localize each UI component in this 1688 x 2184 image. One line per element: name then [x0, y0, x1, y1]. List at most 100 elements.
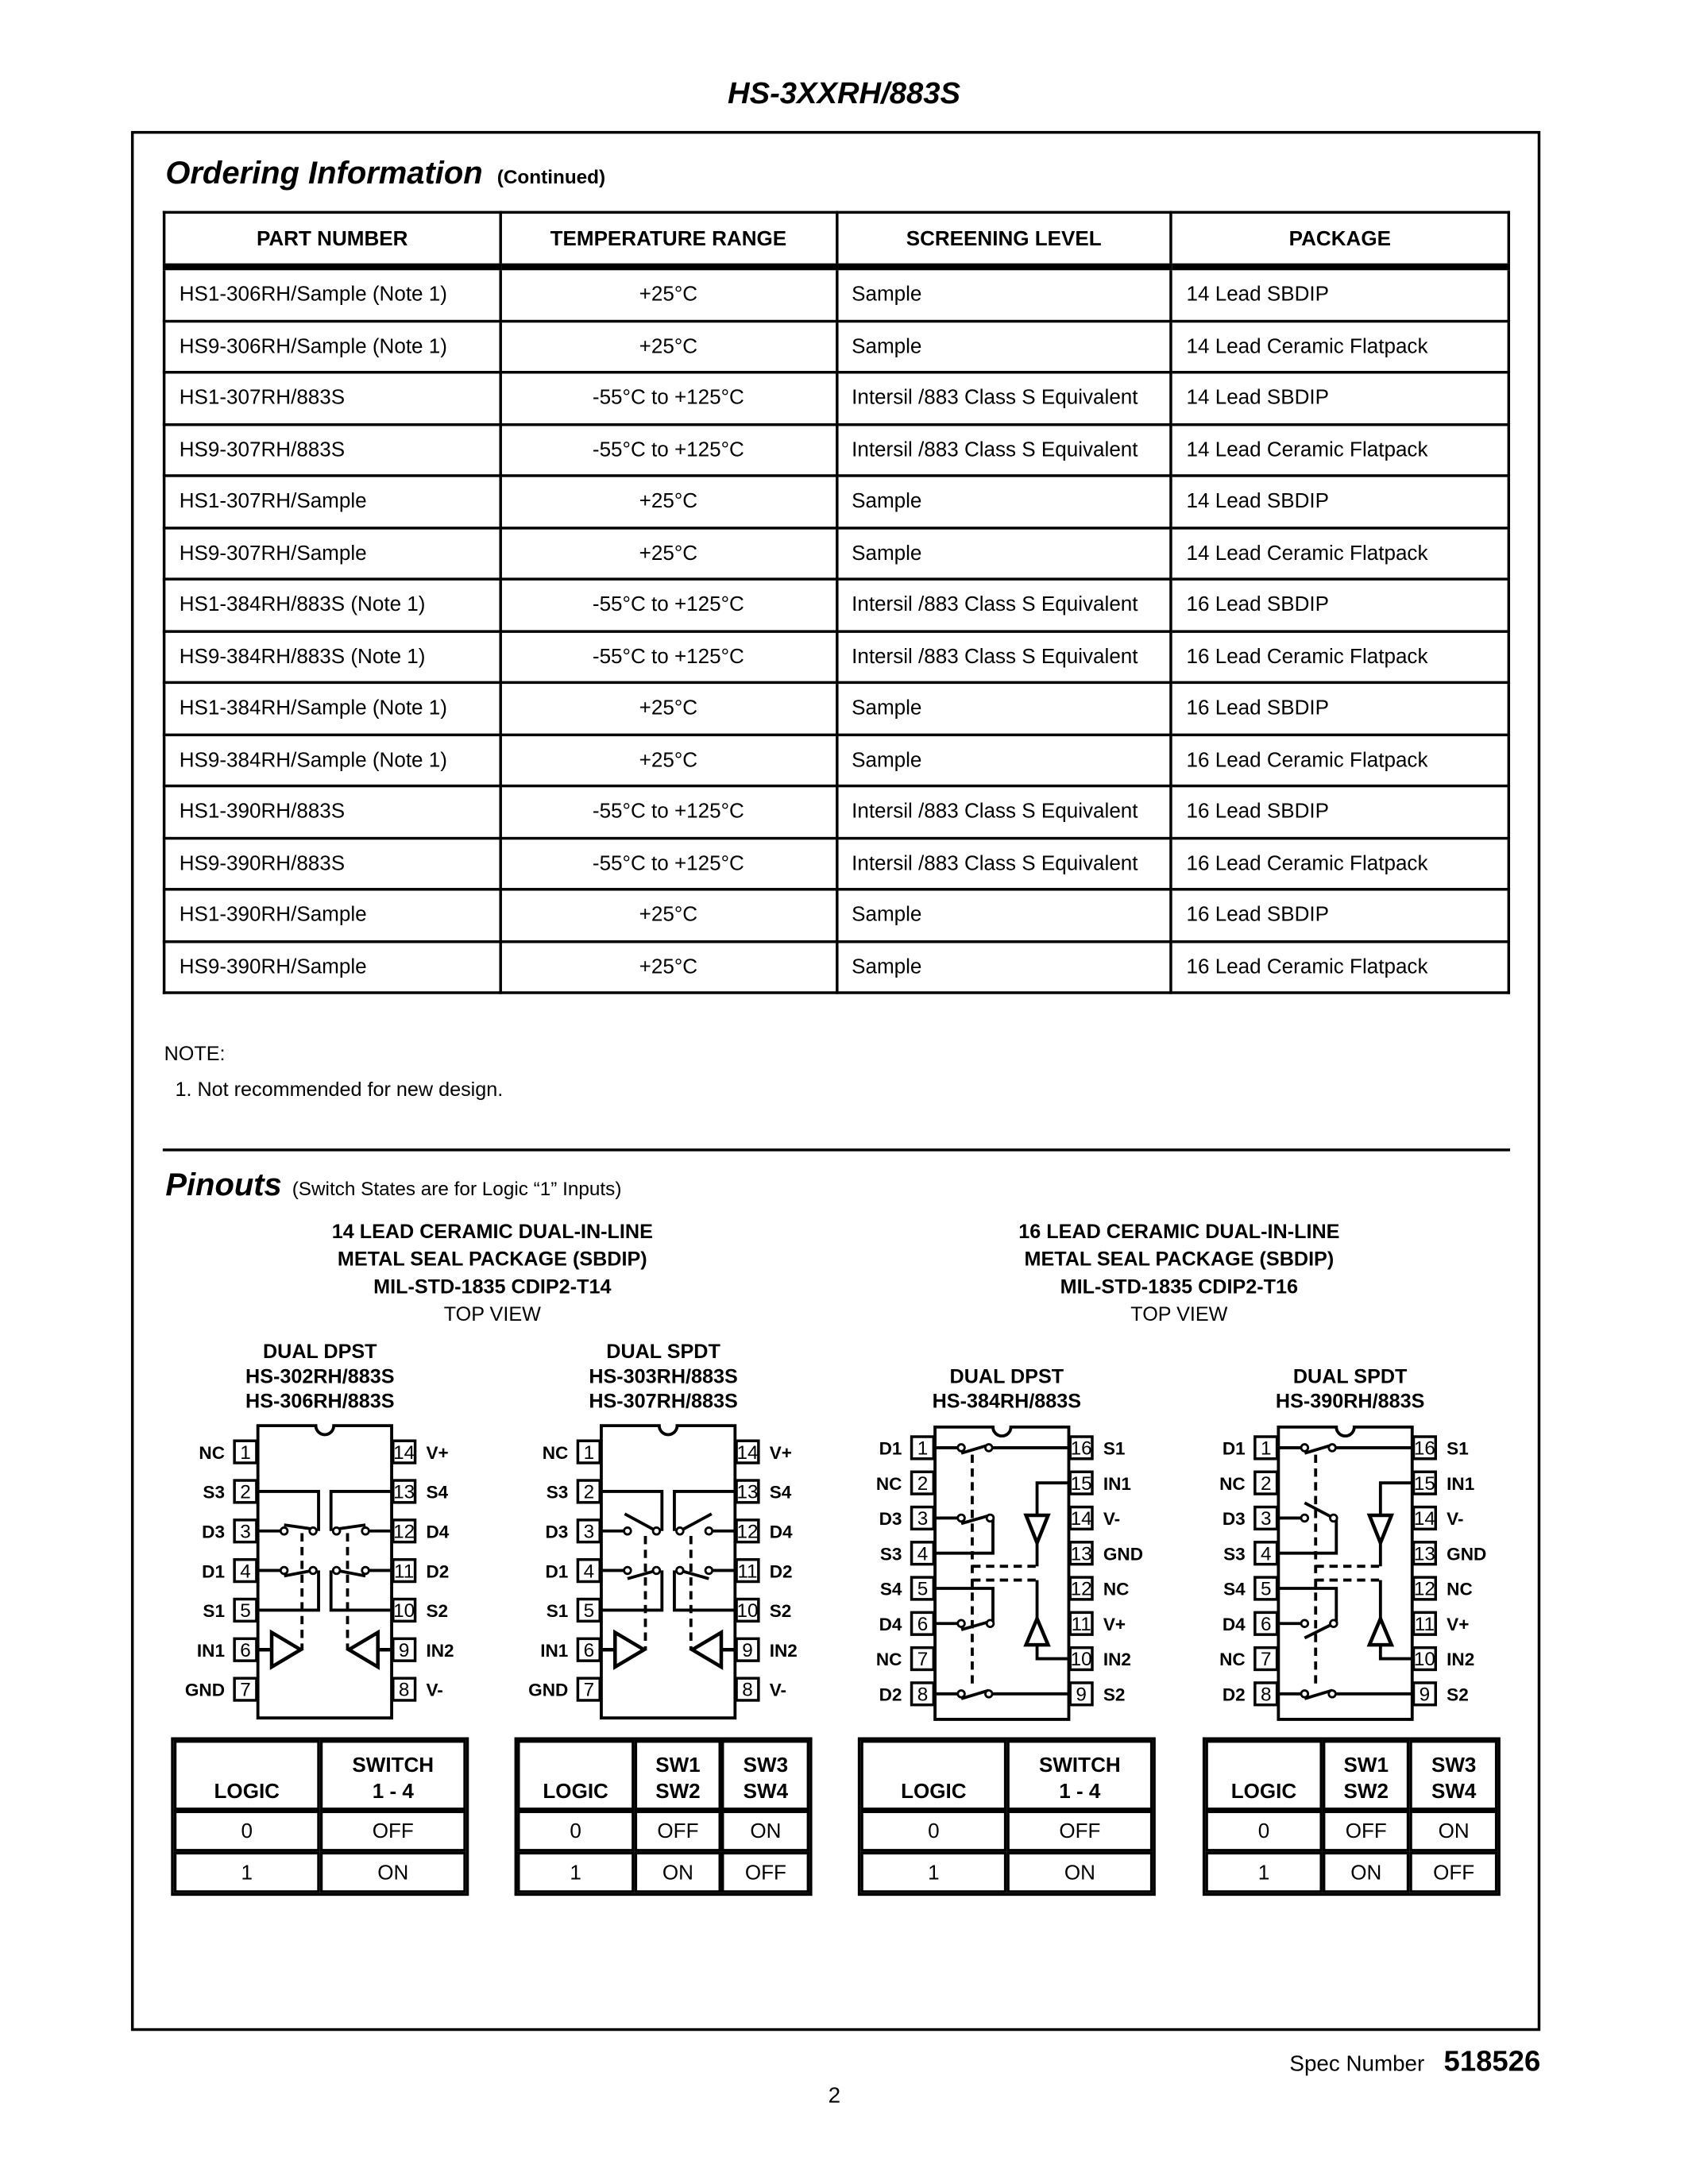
truth-table-row: 0 OFF ON [517, 1810, 810, 1852]
pin-12: 12 NC [1068, 1576, 1129, 1601]
temperature-range: -55°C to +125°C [499, 423, 838, 477]
pin-label: S3 [880, 1544, 902, 1564]
logic-header: LOGIC [517, 1739, 635, 1811]
screening-level: Sample [835, 940, 1173, 994]
pin-4: 4 S3 [1223, 1541, 1279, 1566]
pinouts-heading: Pinouts (Switch States are for Logic “1”… [165, 1167, 621, 1204]
package-line: 16 LEAD CERAMIC DUAL-IN-LINE [1018, 1221, 1340, 1244]
pin-number: 9 [742, 1640, 753, 1661]
package-line: TOP VIEW [1130, 1304, 1228, 1327]
device-part: HS-302RH/883S [245, 1366, 395, 1389]
pin-number: 4 [240, 1561, 251, 1582]
truth-table-header: LOGIC SW1 SW2 SW3 SW4 [517, 1739, 810, 1811]
part-number: HS9-390RH/Sample [162, 940, 502, 994]
pin-14: 14 V- [1068, 1505, 1120, 1531]
screening-level: Intersil /883 Class S Equivalent [835, 629, 1173, 685]
pin-1: 1 NC [543, 1439, 601, 1464]
pin-8: 8 D2 [879, 1681, 936, 1707]
screening-level: Sample [835, 318, 1173, 374]
temperature-range: -55°C to +125°C [499, 629, 838, 685]
pin-8: 8 D2 [1223, 1681, 1279, 1707]
device-part: HS-384RH/883S [932, 1391, 1082, 1414]
document-title: HS-3XXRH/883S [728, 75, 960, 110]
pin-3: 3 D3 [202, 1518, 258, 1544]
pin-label: D4 [879, 1615, 902, 1634]
part-number: HS9-390RH/883S [162, 835, 502, 891]
pin-label: NC [1447, 1580, 1473, 1599]
pin-number: 15 [1414, 1473, 1435, 1495]
truth-table-row: 1 ON [860, 1851, 1153, 1893]
pin-number: 4 [917, 1543, 929, 1565]
pin-number: 16 [1414, 1438, 1435, 1460]
truth-table-row: 1 ON OFF [1205, 1851, 1498, 1893]
pin-number: 9 [399, 1640, 410, 1661]
pin-label: D4 [426, 1522, 449, 1542]
pin-label: D2 [426, 1561, 449, 1581]
truth-table-row: 1 ON OFF [517, 1851, 810, 1893]
package: 16 Lead SBDIP [1169, 784, 1511, 839]
device-type: DUAL DPST [949, 1366, 1064, 1389]
pin-number: 13 [1071, 1543, 1092, 1565]
table-row: HS9-390RH/883S -55°C to +125°C Intersil /8… [162, 835, 1511, 891]
pin-number: 13 [1414, 1543, 1435, 1565]
pin-label: D1 [1223, 1439, 1246, 1459]
part-number: HS1-307RH/883S [162, 371, 502, 426]
table-row: HS9-384RH/Sample (Note 1) +25°C Sample 16 L… [162, 732, 1511, 788]
pin-15: 15 IN1 [1412, 1470, 1474, 1495]
truth-table-cell: ON [1409, 1810, 1498, 1852]
pin-16: 16 S1 [1412, 1435, 1469, 1461]
pin-14: 14 V+ [392, 1439, 449, 1464]
pin-2: 2 NC [876, 1470, 936, 1495]
pin-2: 2 S3 [547, 1479, 601, 1504]
pin-number: 5 [917, 1579, 929, 1600]
pin-6: 6 D4 [879, 1611, 936, 1636]
pin-number: 14 [736, 1442, 758, 1464]
pin-5: 5 S1 [547, 1597, 601, 1623]
switch-circuit [935, 1443, 1069, 1700]
part-number: HS1-384RH/883S (Note 1) [162, 577, 502, 632]
column-header: TEMPERATURE RANGE [499, 210, 838, 271]
package: 14 Lead SBDIP [1169, 371, 1511, 426]
package-line: MIL-STD-1835 CDIP2-T16 [1060, 1276, 1299, 1299]
sw34-header: SW3 SW4 [721, 1739, 810, 1811]
table-row: HS1-390RH/883S -55°C to +125°C Intersil /8… [162, 784, 1511, 839]
pin-label: D3 [545, 1522, 568, 1542]
pin-11: 11 V+ [1068, 1611, 1126, 1636]
temperature-range: -55°C to +125°C [499, 577, 838, 632]
package-line: TOP VIEW [443, 1304, 541, 1327]
pin-number: 14 [393, 1442, 415, 1464]
pin-label: D2 [770, 1561, 793, 1581]
pin-11: 11 V+ [1412, 1611, 1469, 1636]
part-number: HS1-390RH/Sample [162, 888, 502, 943]
pin-number: 7 [584, 1680, 595, 1701]
truth-table-cell: OFF [1409, 1851, 1498, 1893]
pin-10: 10 IN2 [1412, 1646, 1474, 1672]
pin-9: 9 IN2 [735, 1637, 798, 1662]
ordering-heading: Ordering Information (Continued) [165, 154, 605, 191]
sw12-header: SW1 SW2 [634, 1739, 722, 1811]
switch-circuit [257, 1490, 392, 1670]
pin-label: NC [199, 1443, 225, 1463]
switch-header: SWITCH 1 - 4 [319, 1739, 466, 1811]
pin-10: 10 S2 [735, 1597, 791, 1623]
pin-12: 12 D4 [392, 1518, 450, 1544]
table-header-row: PART NUMBER TEMPERATURE RANGE SCREENING … [162, 210, 1511, 271]
pin-label: NC [1219, 1474, 1246, 1494]
package: 14 Lead Ceramic Flatpack [1169, 318, 1511, 374]
ordering-table: PART NUMBER TEMPERATURE RANGE SCREENING … [162, 210, 1511, 994]
pin-number: 8 [917, 1684, 929, 1705]
package: 16 Lead Ceramic Flatpack [1169, 940, 1511, 994]
pinouts-subtitle: (Switch States are for Logic “1” Inputs) [292, 1177, 622, 1200]
truth-table-cell: ON [1322, 1851, 1410, 1893]
temperature-range: -55°C to +125°C [499, 371, 838, 426]
package-line: MIL-STD-1835 CDIP2-T14 [373, 1276, 612, 1299]
pin-number: 7 [240, 1680, 251, 1701]
pin-number: 14 [1414, 1508, 1435, 1530]
screening-level: Sample [835, 474, 1173, 529]
pin-label: IN2 [1447, 1650, 1474, 1669]
pin-4: 4 D1 [545, 1557, 601, 1584]
pin-8: 8 V- [392, 1677, 443, 1702]
pin-label: IN1 [540, 1641, 568, 1661]
